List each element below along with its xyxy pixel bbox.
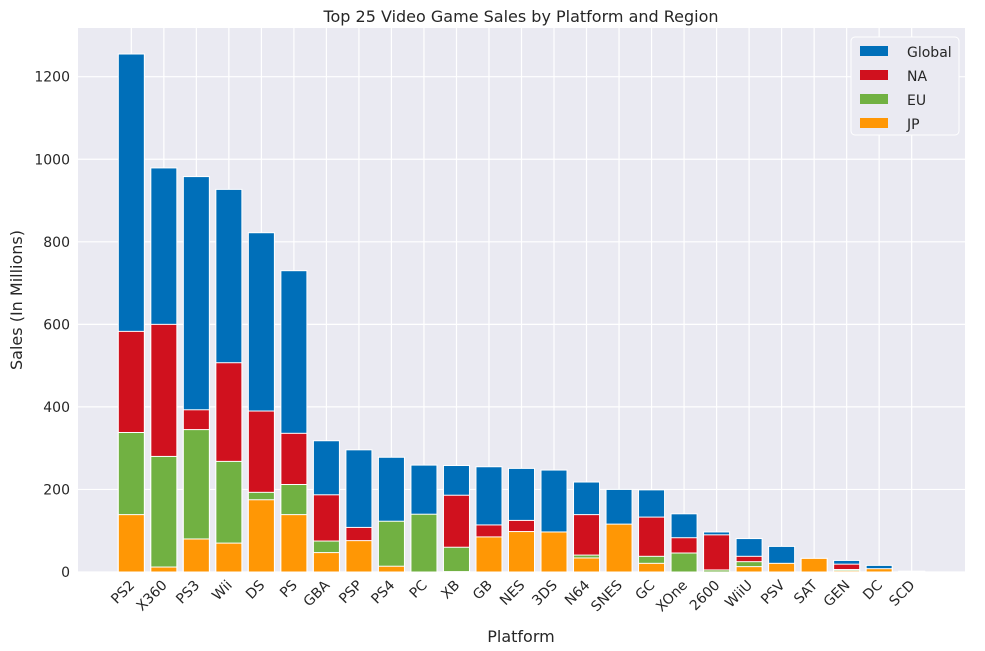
bar-jp-wiiu [735,566,763,573]
y-tick-labels: 0 200 400 600 800 1000 1200 [34,70,70,581]
x-tick-label: XB [438,578,463,603]
bar-jp-snes [605,523,633,573]
x-tick-label: GC [632,577,658,603]
x-tick-label: SNES [588,577,626,615]
legend-swatch-eu [860,94,888,104]
legend-label-na: NA [907,69,927,85]
chart-title: Top 25 Video Game Sales by Platform and … [322,7,718,26]
x-tick-label: SCD [886,578,918,610]
x-tick-label: PS [277,577,301,601]
bar-jp-gb [475,536,503,573]
x-tick-label: DS [243,577,268,602]
x-tick-label: PSP [336,578,366,608]
legend-swatch-na [860,70,888,80]
x-tick-label: GBA [301,577,334,610]
x-tick-label: GEN [821,578,854,611]
bar-eu-2600 [703,569,731,573]
bar-jp-psv [768,562,796,573]
bar-eu-pc [410,513,438,573]
legend-swatch-global [860,46,888,56]
bar-jp-x360 [150,566,178,573]
bar-jp-gc [638,562,666,573]
bar-jp-ps2 [117,514,145,573]
bar-jp-wii [215,542,243,573]
bar-jp-gen [833,570,861,573]
x-tick-label: PSV [758,577,789,608]
bar-jp-ds [247,499,275,573]
y-tick-label: 0 [61,565,70,581]
bar-eu-x360 [150,455,178,573]
x-tick-label: PS3 [173,578,203,608]
bar-jp-gba [312,552,340,573]
legend-label-global: Global [907,45,952,61]
y-tick-label: 800 [43,235,70,251]
legend-swatch-jp [860,118,888,128]
y-tick-label: 1000 [34,152,70,168]
legend-box [850,36,960,136]
y-tick-label: 600 [43,317,70,333]
x-tick-label: PC [407,577,431,601]
x-tick-label: Wii [209,578,235,604]
bar-jp-nes [507,531,536,573]
bars [117,53,926,573]
legend-label-eu: EU [907,93,926,109]
bar-eu-ps4 [377,520,405,573]
bar-jp-psp [345,540,373,573]
bar-jp-3ds [540,531,568,573]
x-tick-label: XOne [653,578,691,616]
bar-jp-dc [865,568,893,573]
bar-jp-sat [800,557,828,573]
x-tick-label: DC [860,577,886,603]
x-tick-label: WiiU [722,578,756,612]
bar-jp-ps [280,514,308,573]
bar-eu-xb [442,546,470,573]
bar-jp-ps3 [182,538,210,573]
bar-eu-xone [670,552,698,573]
y-tick-label: 200 [43,482,70,498]
bar-jp-n64 [573,557,601,573]
legend-label-jp: JP [906,117,920,133]
x-tick-label: 3DS [529,577,561,609]
bar-jp-ps4 [377,565,405,573]
x-tick-label: SAT [791,577,821,607]
y-axis-label: Sales (In Millions) [7,230,26,370]
x-tick-label: PS4 [368,577,398,607]
x-axis-label: Platform [487,627,554,646]
x-tick-label: NES [497,577,528,608]
bar-na-2600 [703,534,731,573]
y-tick-label: 400 [43,400,70,416]
x-tick-label: X360 [134,578,171,615]
y-tick-label: 1200 [34,70,70,86]
x-tick-label: GB [470,578,496,604]
legend: Global NA EU JP [850,36,960,136]
x-tick-label: 2600 [687,578,724,615]
